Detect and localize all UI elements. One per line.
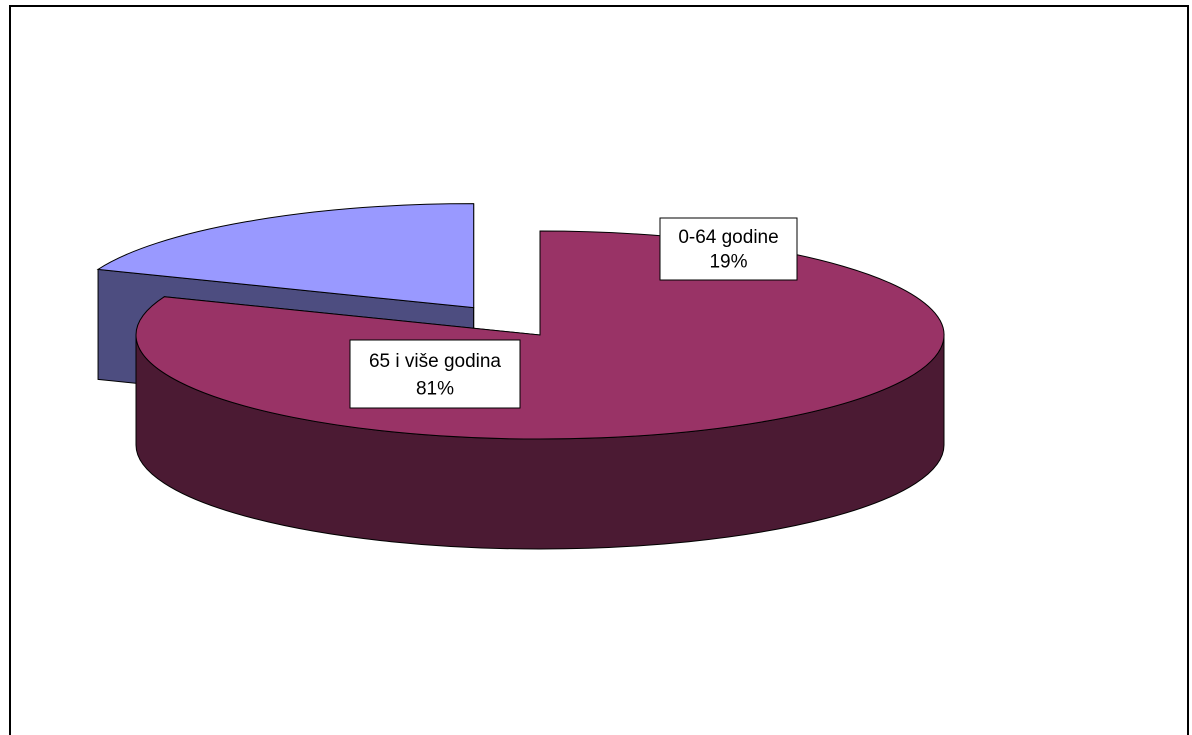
pie-data-labels: 65 i više godina 81% 0-64 godine 19% (349, 217, 798, 409)
pie-slice (135, 230, 945, 440)
data-label-percent: 81% (416, 378, 454, 399)
data-label-category: 65 i više godina (369, 351, 501, 372)
pie-data-label: 65 i više godina 81% (349, 339, 521, 409)
data-label-box (349, 339, 521, 409)
pie-slice (96, 203, 475, 309)
pie-top-faces (96, 203, 945, 440)
pie-data-label: 0-64 godine 19% (659, 217, 798, 281)
data-label-percent: 19% (709, 252, 747, 273)
data-label-box (659, 217, 798, 281)
data-label-category: 0-64 godine (678, 227, 778, 248)
